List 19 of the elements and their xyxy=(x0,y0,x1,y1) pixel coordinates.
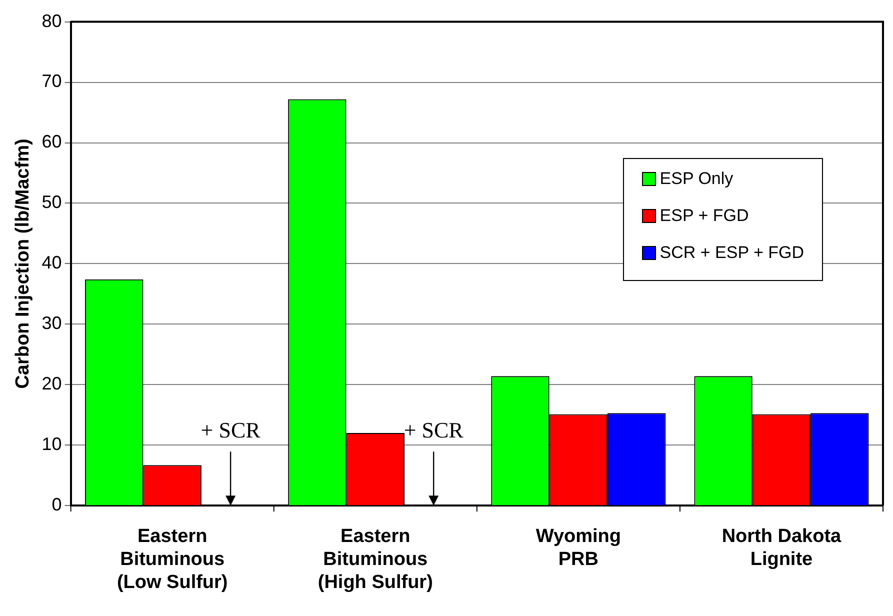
y-tick-label: 80 xyxy=(42,10,62,31)
y-tick-label: 40 xyxy=(42,252,62,273)
y-tick-label: 70 xyxy=(42,71,62,92)
legend-label: ESP + FGD xyxy=(660,206,749,226)
y-axis-title: Carbon Injection (lb/Macfm) xyxy=(12,138,34,389)
y-tick-label: 10 xyxy=(42,434,62,454)
x-tick-label: Wyoming PRB xyxy=(536,526,622,570)
annotation: + SCR xyxy=(404,417,464,442)
y-tick-label: 30 xyxy=(42,313,62,334)
legend-label: SCR + ESP + FGD xyxy=(660,243,804,263)
y-tick-label: 50 xyxy=(42,192,62,212)
legend-label: ESP Only xyxy=(660,169,734,189)
x-tick-label: Eastern Bituminous (Low Sulfur) xyxy=(116,526,228,593)
annotation: + SCR xyxy=(200,417,261,442)
y-tick-label: 60 xyxy=(42,132,62,152)
x-tick-label: Eastern Bituminous (High Sulfur) xyxy=(318,526,433,593)
y-tick-label: 20 xyxy=(42,374,62,394)
x-tick-label: North Dakota Lignite xyxy=(722,526,842,570)
y-tick-label: 0 xyxy=(52,494,62,515)
